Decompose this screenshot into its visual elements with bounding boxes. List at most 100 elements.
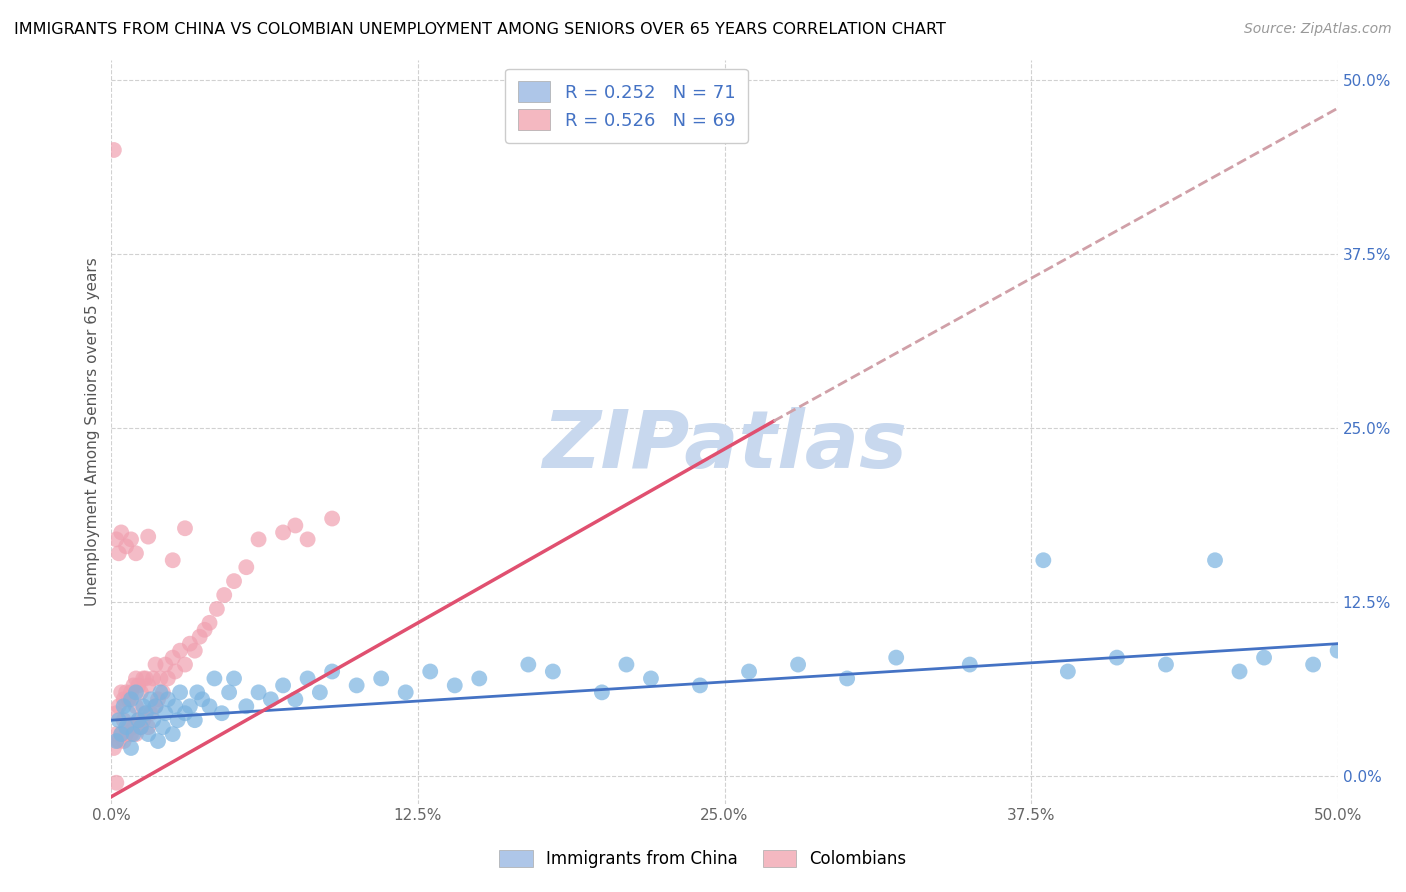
Point (125, 685, 148, 699)
Point (174, 657, 197, 672)
Point (271, 525, 294, 540)
Point (174, 706, 197, 721)
Point (129, 685, 152, 699)
Point (271, 678, 294, 692)
Point (202, 672, 225, 686)
Point (188, 630, 211, 644)
Point (105, 734, 128, 748)
Point (115, 720, 138, 734)
Point (321, 665, 343, 679)
Point (120, 741, 142, 756)
Point (1105, 650, 1128, 665)
Point (198, 615, 221, 630)
Point (135, 706, 157, 721)
Point (105, 727, 128, 741)
Point (174, 521, 197, 535)
Point (162, 727, 184, 741)
Point (120, 727, 142, 741)
Point (122, 678, 145, 692)
Point (419, 665, 441, 679)
Point (115, 539, 138, 553)
Point (1032, 553, 1054, 567)
Point (346, 678, 368, 692)
Point (142, 713, 165, 727)
Point (120, 692, 142, 706)
Point (640, 672, 662, 686)
Point (179, 699, 201, 714)
Legend: R = 0.252   N = 71, R = 0.526   N = 69: R = 0.252 N = 71, R = 0.526 N = 69 (505, 69, 748, 143)
Point (212, 588, 235, 602)
Point (136, 678, 159, 692)
Point (1302, 657, 1324, 672)
Legend: Immigrants from China, Colombians: Immigrants from China, Colombians (492, 843, 914, 875)
Point (689, 678, 711, 692)
Point (110, 525, 132, 540)
Point (117, 720, 139, 734)
Point (205, 602, 228, 616)
Point (107, 699, 129, 714)
Point (110, 685, 132, 699)
Point (156, 692, 179, 706)
Point (198, 699, 221, 714)
Point (139, 706, 162, 721)
Point (125, 727, 148, 741)
Point (284, 692, 307, 706)
Point (370, 672, 392, 686)
Point (103, 143, 125, 157)
Point (738, 665, 761, 679)
Point (136, 727, 159, 741)
Point (191, 692, 214, 706)
Point (1229, 665, 1251, 679)
Point (105, 706, 128, 721)
Point (112, 713, 135, 727)
Point (166, 713, 188, 727)
Point (112, 734, 135, 748)
Point (162, 553, 184, 567)
Point (284, 518, 307, 533)
Point (218, 685, 240, 699)
Point (169, 643, 191, 657)
Point (146, 734, 169, 748)
Point (125, 672, 148, 686)
Point (787, 657, 810, 672)
Y-axis label: Unemployment Among Seniors over 65 years: Unemployment Among Seniors over 65 years (86, 257, 100, 606)
Point (165, 665, 187, 679)
Point (297, 672, 319, 686)
Text: Source: ZipAtlas.com: Source: ZipAtlas.com (1244, 22, 1392, 37)
Point (105, 776, 128, 790)
Point (517, 657, 540, 672)
Point (186, 685, 208, 699)
Point (616, 657, 638, 672)
Point (443, 678, 465, 692)
Point (107, 713, 129, 727)
Point (135, 672, 157, 686)
Point (120, 533, 142, 547)
Point (156, 672, 179, 686)
Point (297, 533, 319, 547)
Point (179, 637, 201, 651)
Point (1253, 650, 1275, 665)
Point (117, 692, 139, 706)
Point (127, 678, 149, 692)
Point (122, 720, 145, 734)
Point (110, 727, 132, 741)
Point (129, 720, 152, 734)
Point (129, 720, 152, 734)
Point (105, 533, 128, 547)
Point (146, 692, 169, 706)
Point (211, 706, 233, 721)
Point (235, 560, 257, 574)
Point (1326, 643, 1348, 657)
Point (117, 706, 139, 721)
Point (152, 685, 174, 699)
Point (247, 533, 270, 547)
Point (122, 727, 145, 741)
Point (222, 574, 245, 588)
Point (260, 692, 283, 706)
Point (127, 713, 149, 727)
Point (155, 657, 177, 672)
Point (115, 685, 138, 699)
Point (142, 672, 165, 686)
Point (468, 672, 491, 686)
Point (1204, 553, 1226, 567)
